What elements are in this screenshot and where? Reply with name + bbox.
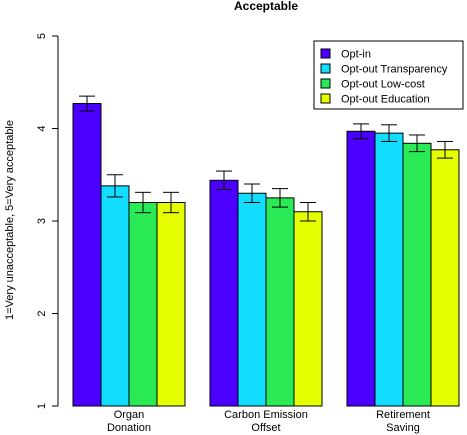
- bar: [293, 211, 323, 407]
- legend: Opt-in Opt-out Transparency Opt-out Low-co…: [313, 40, 464, 110]
- bar: [156, 202, 186, 407]
- legend-label: Opt-out Transparency: [341, 64, 448, 76]
- legend-swatch: [320, 78, 331, 89]
- x-category-label: Donation: [107, 422, 151, 434]
- bar: [402, 142, 432, 407]
- legend-box: [313, 40, 464, 110]
- bar: [237, 192, 267, 407]
- bar: [209, 179, 239, 407]
- bar: [430, 149, 460, 407]
- legend-label: Opt-out Low-cost: [341, 79, 425, 91]
- y-tick-label: 1: [36, 403, 48, 409]
- y-tick-label: 3: [36, 218, 48, 224]
- legend-label: Opt-out Education: [341, 94, 430, 106]
- x-category-label: Offset: [251, 422, 280, 434]
- y-tick-label: 4: [36, 125, 48, 131]
- bar: [346, 130, 376, 407]
- bar: [128, 202, 158, 407]
- bar: [100, 185, 130, 407]
- legend-label: Opt-in: [341, 49, 371, 61]
- x-category-label: Organ: [114, 409, 145, 421]
- bar: [374, 132, 404, 407]
- legend-swatch: [320, 48, 331, 59]
- legend-swatch: [320, 63, 331, 74]
- y-tick-label: 5: [36, 33, 48, 39]
- y-axis-label: 1=Very unacceptable, 5=Very acceptable: [4, 120, 16, 320]
- bar: [265, 197, 295, 407]
- bar: [72, 103, 102, 407]
- x-category-label: Retirement: [376, 409, 430, 421]
- x-category-label: Carbon Emission: [224, 409, 308, 421]
- x-category-label: Saving: [386, 422, 420, 434]
- legend-swatch: [320, 93, 331, 104]
- chart-title: Acceptable: [234, 0, 298, 13]
- y-tick-label: 2: [36, 310, 48, 316]
